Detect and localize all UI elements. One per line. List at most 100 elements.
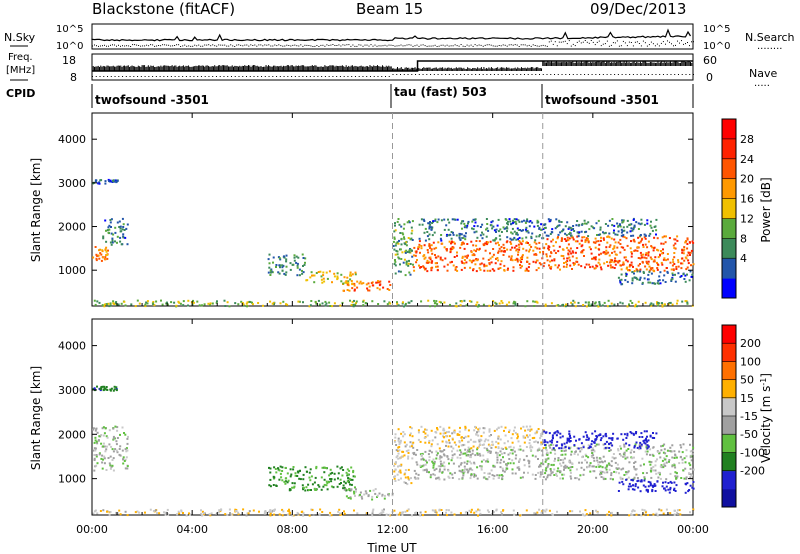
- data-point: [102, 237, 105, 240]
- data-point: [517, 229, 520, 231]
- data-point: [464, 255, 467, 258]
- noise-search-point: [656, 43, 658, 45]
- data-point: [210, 512, 213, 515]
- colorbar-tick-label: 100: [740, 355, 761, 368]
- data-point: [565, 266, 568, 268]
- data-point: [663, 487, 666, 490]
- data-point: [323, 466, 326, 469]
- data-point: [477, 514, 479, 517]
- nave-dot: [152, 76, 154, 77]
- data-point: [626, 225, 629, 228]
- data-point: [640, 514, 643, 517]
- data-point: [669, 472, 672, 475]
- data-point: [679, 444, 682, 447]
- data-point: [461, 241, 464, 244]
- data-point: [631, 302, 634, 304]
- data-point: [448, 435, 451, 438]
- data-point: [371, 300, 374, 303]
- data-point: [431, 460, 434, 463]
- data-point: [339, 513, 342, 516]
- data-point: [659, 271, 662, 274]
- data-point: [367, 282, 370, 285]
- data-point: [672, 258, 674, 261]
- data-point: [524, 436, 527, 439]
- data-point: [445, 249, 448, 252]
- noise-search-point: [326, 44, 328, 46]
- data-point: [621, 480, 624, 483]
- data-point: [621, 235, 624, 238]
- data-point: [409, 441, 412, 444]
- data-point: [643, 430, 646, 433]
- data-point: [627, 269, 629, 272]
- data-point: [617, 241, 620, 244]
- data-point: [333, 272, 336, 275]
- data-point: [563, 468, 565, 471]
- noise-search-point: [424, 45, 426, 47]
- nave-dot: [317, 76, 319, 77]
- data-point: [529, 446, 532, 449]
- data-point: [456, 449, 459, 452]
- data-point: [560, 221, 563, 223]
- nave-dot: [234, 76, 236, 77]
- data-point: [417, 429, 420, 432]
- data-point: [676, 239, 679, 242]
- data-point: [339, 478, 342, 481]
- data-point: [682, 273, 685, 276]
- noise-search-point: [394, 45, 396, 47]
- data-point: [487, 439, 490, 442]
- data-point: [175, 304, 178, 307]
- data-point: [594, 430, 597, 433]
- data-point: [472, 244, 475, 247]
- data-point: [368, 289, 371, 292]
- data-point: [588, 228, 591, 231]
- data-point: [471, 220, 474, 223]
- data-point: [684, 241, 687, 244]
- data-point: [610, 514, 613, 517]
- data-point: [268, 484, 271, 487]
- data-point: [208, 513, 211, 516]
- data-point: [461, 471, 464, 474]
- data-point: [454, 266, 457, 269]
- data-point: [95, 464, 98, 467]
- data-point: [424, 267, 427, 270]
- data-point: [608, 442, 610, 445]
- noise-search-point: [462, 45, 464, 47]
- freq-tick-left-high: 18: [62, 54, 76, 67]
- data-point: [663, 448, 666, 451]
- data-point: [160, 299, 162, 302]
- data-point: [497, 436, 500, 439]
- data-point: [272, 509, 275, 512]
- data-point: [559, 436, 562, 439]
- data-point: [632, 432, 635, 435]
- data-point: [593, 267, 596, 270]
- data-point: [669, 261, 672, 264]
- data-point: [633, 488, 636, 491]
- nave-dot: [159, 76, 161, 77]
- data-point: [556, 237, 559, 240]
- data-point: [686, 238, 689, 241]
- data-point: [103, 455, 106, 458]
- data-point: [643, 463, 645, 466]
- nave-dot: [569, 74, 571, 75]
- data-point: [487, 451, 490, 454]
- data-point: [536, 449, 539, 452]
- data-point: [485, 228, 487, 231]
- nave-dot: [535, 74, 537, 75]
- data-point: [515, 218, 518, 221]
- data-point: [321, 511, 324, 513]
- data-point: [525, 425, 528, 428]
- noise-search-point: [356, 45, 358, 47]
- data-point: [609, 477, 612, 480]
- data-point: [309, 468, 312, 471]
- data-point: [647, 490, 649, 493]
- data-point: [579, 450, 582, 453]
- data-point: [400, 477, 402, 480]
- data-point: [642, 472, 645, 475]
- data-point: [636, 269, 639, 272]
- data-point: [547, 457, 550, 460]
- data-point: [622, 246, 625, 249]
- data-point: [502, 469, 504, 472]
- data-point: [605, 246, 608, 249]
- data-point: [564, 466, 567, 469]
- data-point: [612, 478, 614, 481]
